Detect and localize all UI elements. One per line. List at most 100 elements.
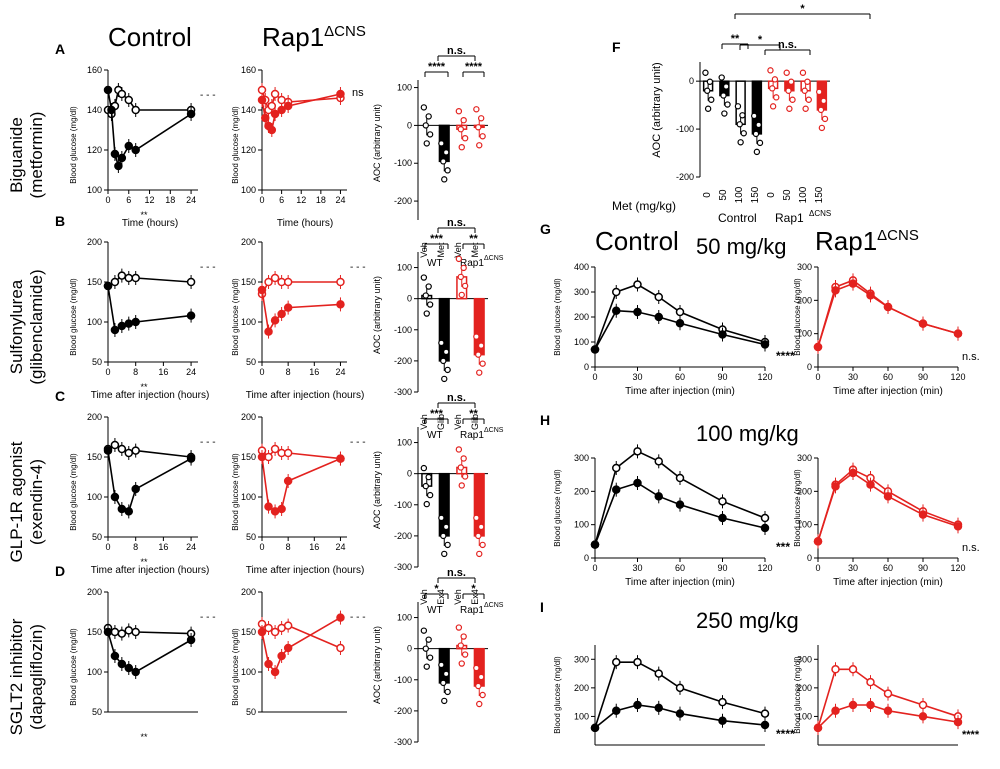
y-tick-label: -100 <box>676 124 694 134</box>
y-tick-label: 100 <box>241 492 256 502</box>
y-tick-label: -200 <box>394 196 412 206</box>
bar-point <box>423 663 430 670</box>
data-point <box>103 85 113 95</box>
bar-group-wt: WT <box>427 258 443 269</box>
bar-point <box>769 103 777 110</box>
bar-point <box>708 96 715 103</box>
axis-label-glucose: Blood glucose (mg/dl) <box>69 628 78 706</box>
x-tick-label: 120 <box>950 563 965 573</box>
y-tick-label: 200 <box>87 412 102 422</box>
bar-point <box>786 105 793 112</box>
data-point <box>654 312 663 322</box>
bar-point <box>740 130 747 137</box>
x-axis-label-F: Met (mg/kg) <box>612 199 676 213</box>
data-point <box>813 723 823 733</box>
data-point <box>117 659 127 669</box>
data-point <box>270 89 280 99</box>
y-tick-label: 50 <box>92 532 102 542</box>
panel-letter-D: D <box>55 563 65 579</box>
y-tick-label: 0 <box>584 362 589 372</box>
y-tick-label: 300 <box>797 262 812 272</box>
bar-point <box>441 375 448 383</box>
y-tick-label: 150 <box>241 452 256 462</box>
data-point <box>612 287 621 297</box>
x-tick-label: 24 <box>335 195 345 205</box>
bar-group-rap1: Rap1 <box>460 430 484 441</box>
x-tick-label: 16 <box>158 367 168 377</box>
data-point <box>718 330 727 339</box>
data-point <box>131 145 140 155</box>
y-tick-label: 200 <box>574 312 589 322</box>
data-point <box>760 523 770 533</box>
x-axis-label: Time after injection (min) <box>833 577 943 588</box>
data-point <box>186 454 196 463</box>
bar-point <box>818 124 826 132</box>
x-tick-label: 60 <box>675 563 685 573</box>
x-tick-label: 60 <box>883 563 893 573</box>
bar-label: Ex4 <box>436 589 446 605</box>
bar-group-wt: WT <box>427 430 443 441</box>
y-tick-label: 100 <box>574 520 589 530</box>
bar-point <box>476 369 483 376</box>
data-point <box>633 280 642 289</box>
sig-bracket-label: ** <box>731 33 740 45</box>
x-tick-label: 8 <box>133 367 138 377</box>
data-point <box>103 281 113 291</box>
sig-bracket-label: **** <box>428 61 446 73</box>
axis-label-glucose: Blood glucose (mg/dl) <box>231 278 240 356</box>
bar-group-rap1: Rap1 <box>460 258 484 269</box>
bar-point <box>458 482 465 489</box>
data-point <box>675 500 685 509</box>
bar-point <box>440 679 447 687</box>
x-axis-label: Time (hours) <box>277 218 333 229</box>
sig-bracket-label: *** <box>430 233 444 245</box>
data-point <box>264 277 273 287</box>
sig-bracket-label: n.s. <box>447 392 466 404</box>
bar-point <box>460 116 467 124</box>
data-point <box>264 623 273 633</box>
data-point <box>336 613 345 622</box>
data-point <box>257 85 267 95</box>
data-point <box>131 484 140 494</box>
data-point <box>267 125 277 135</box>
bar-point <box>442 348 450 356</box>
bar-point <box>804 78 811 85</box>
panel-letter-H: H <box>540 412 550 428</box>
x-tick-label: 24 <box>335 367 345 377</box>
header-control: Control <box>108 22 192 52</box>
data-point <box>760 709 770 718</box>
y-tick-label: -200 <box>676 172 694 182</box>
data-point <box>261 113 270 123</box>
bar-label: Veh <box>453 589 463 605</box>
bar-point <box>722 83 730 90</box>
sig-bracket-label: * <box>800 3 805 15</box>
x-tick-label: 120 <box>757 563 772 573</box>
bar-point <box>460 264 467 272</box>
x-axis-label: Time after injection (hours) <box>91 390 210 401</box>
data-point <box>267 101 277 111</box>
bar-point <box>799 69 807 76</box>
data-point <box>110 651 120 661</box>
x-tick-label: 60 <box>883 372 893 382</box>
y-tick-label: 0 <box>689 76 694 86</box>
y-tick-label: 160 <box>87 65 102 75</box>
bar-point <box>753 148 761 156</box>
bar-point <box>477 523 485 531</box>
data-point <box>918 319 928 328</box>
data-point <box>124 319 134 328</box>
bar-point <box>438 514 445 522</box>
row-drug-class: SGLT2 inhibitor <box>7 618 26 735</box>
data-point <box>283 448 293 458</box>
bar-point <box>457 642 464 649</box>
data-point <box>270 316 280 325</box>
sig-rap1: n.s. <box>962 542 980 554</box>
bar-label: Veh <box>453 242 463 258</box>
panel-letter-F: F <box>612 39 621 55</box>
bar-point <box>420 464 428 472</box>
data-point <box>612 706 621 715</box>
sig-bracket-label: n.s. <box>447 217 466 229</box>
data-point <box>612 463 621 473</box>
x-axis-label: Time after injection (hours) <box>91 565 210 576</box>
y-tick-label: 0 <box>407 294 412 304</box>
bar-point <box>704 87 711 94</box>
